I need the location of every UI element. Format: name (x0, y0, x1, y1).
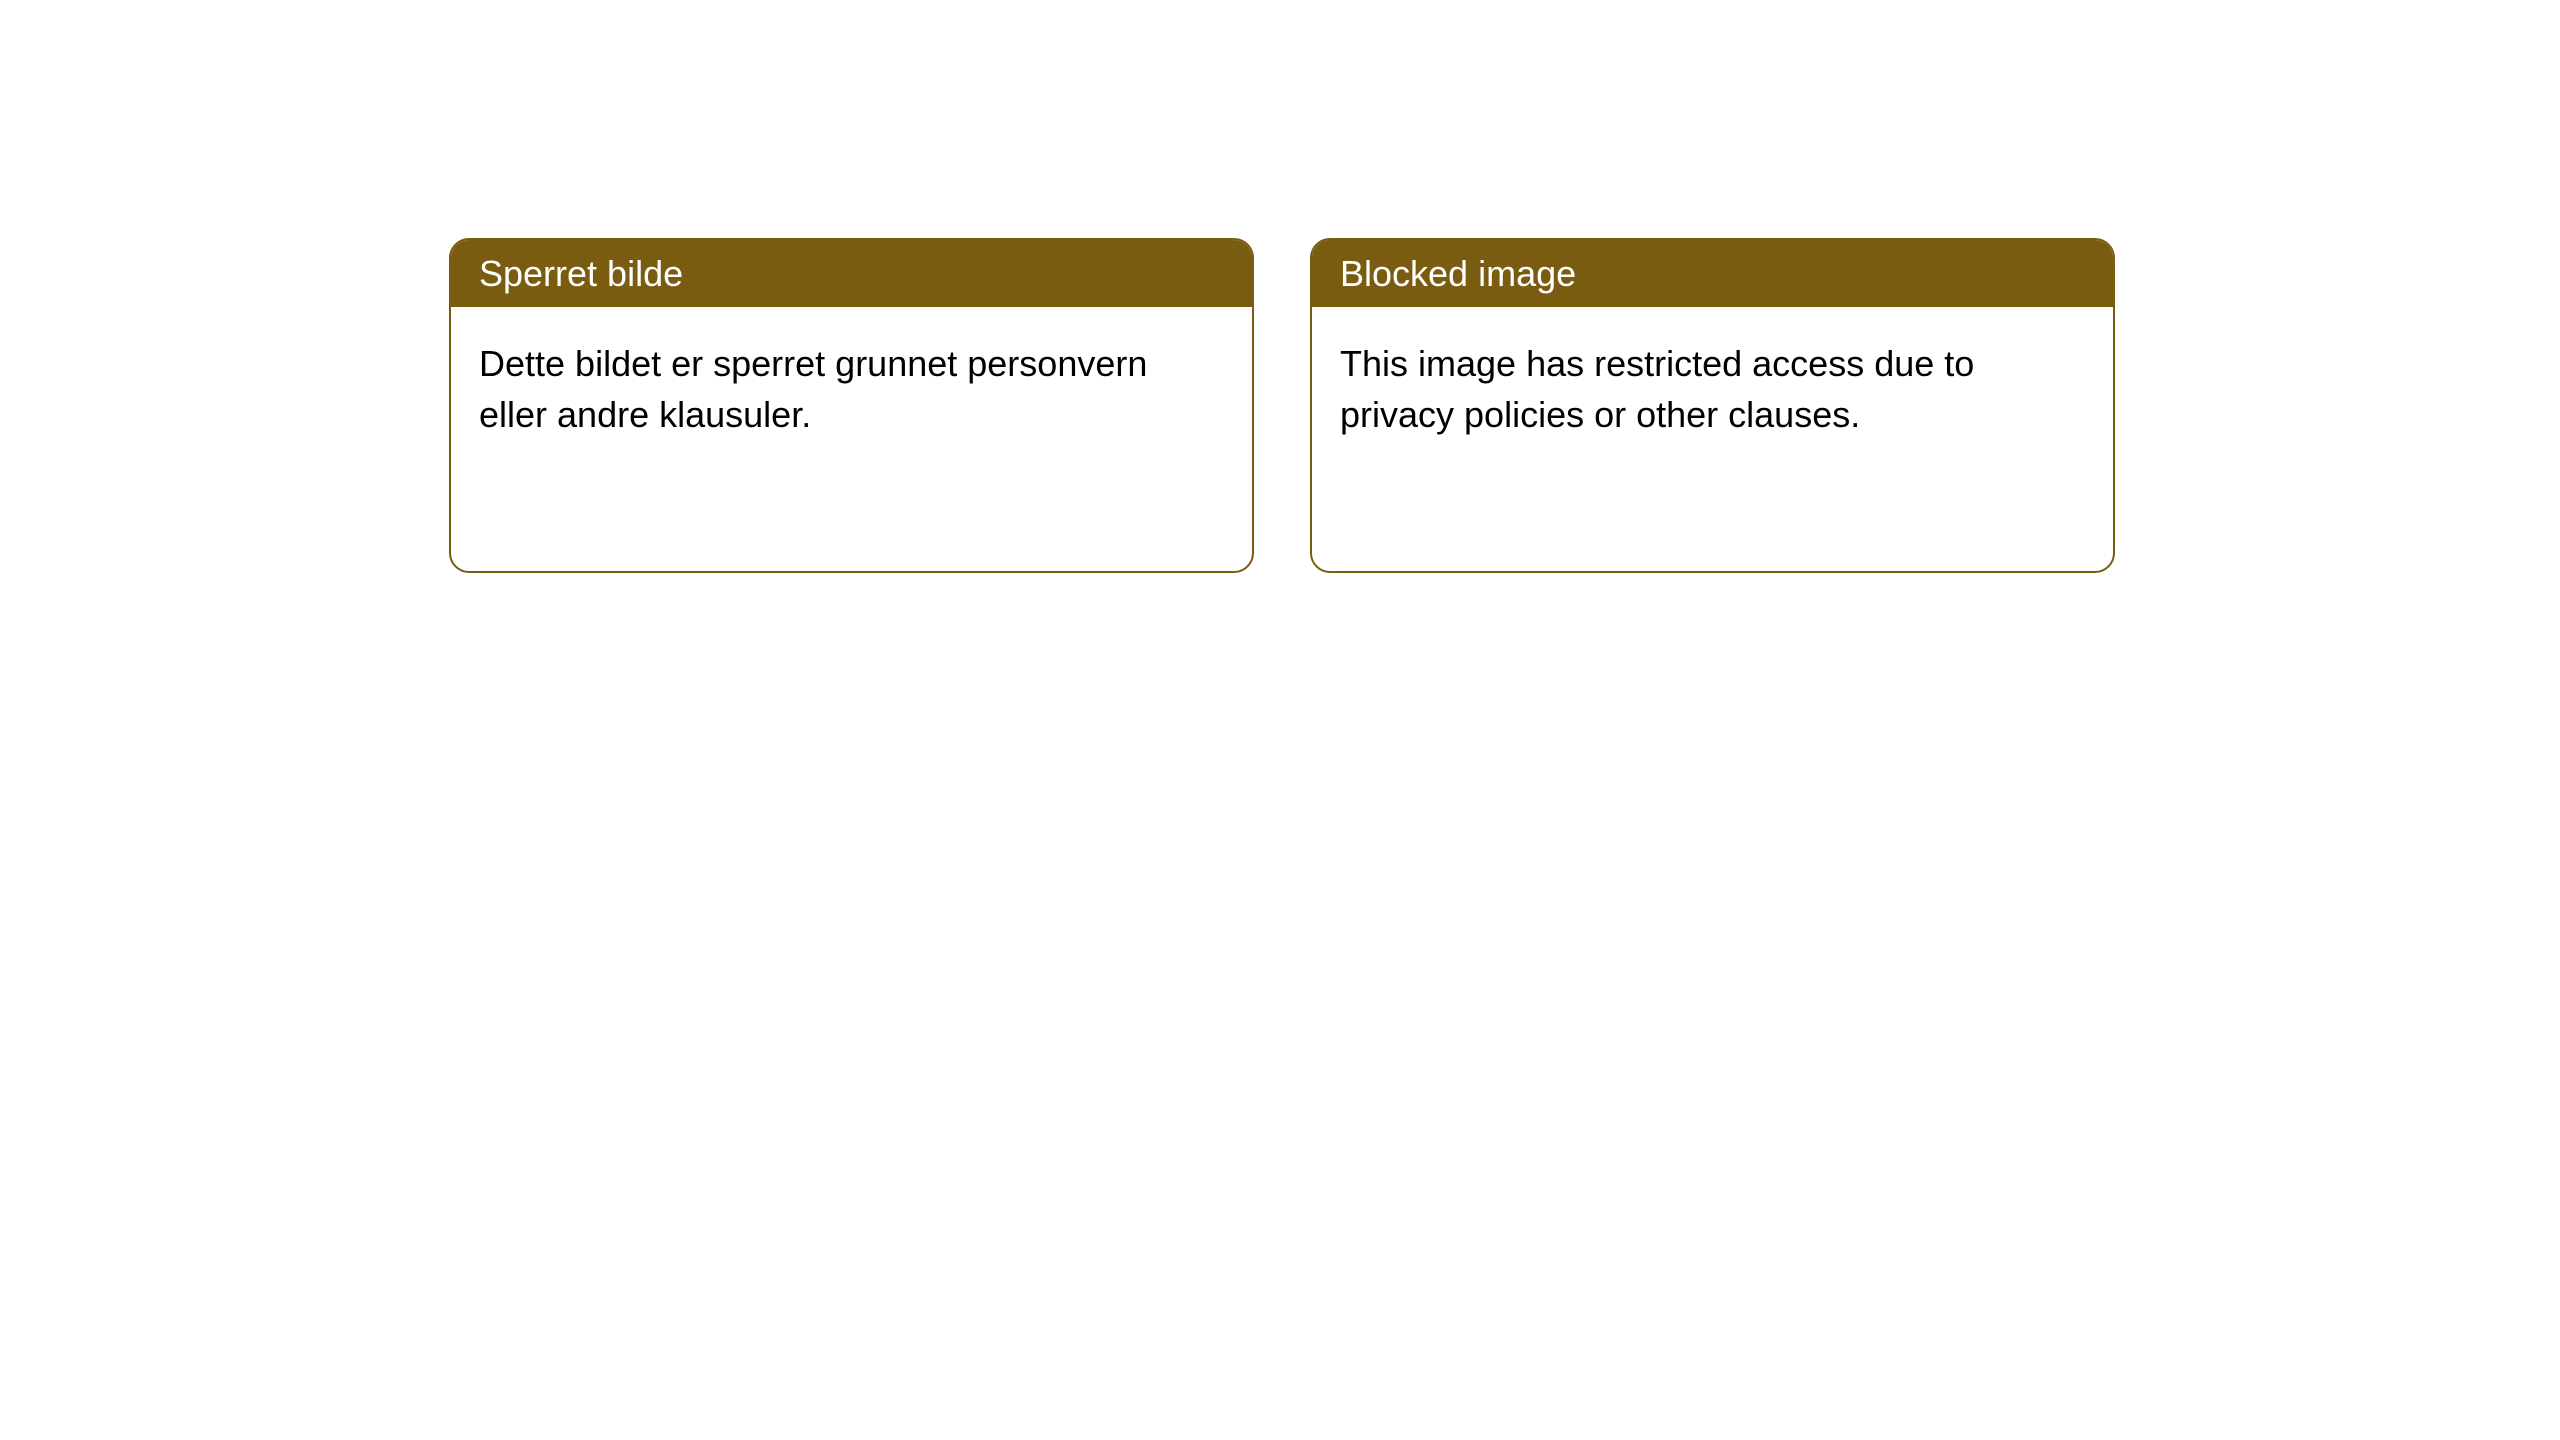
notice-card-no: Sperret bilde Dette bildet er sperret gr… (449, 238, 1254, 573)
notice-body-en: This image has restricted access due to … (1312, 307, 2113, 472)
notice-header-no: Sperret bilde (451, 240, 1252, 307)
notice-container: Sperret bilde Dette bildet er sperret gr… (0, 0, 2560, 573)
notice-body-no: Dette bildet er sperret grunnet personve… (451, 307, 1252, 472)
notice-card-en: Blocked image This image has restricted … (1310, 238, 2115, 573)
notice-header-en: Blocked image (1312, 240, 2113, 307)
